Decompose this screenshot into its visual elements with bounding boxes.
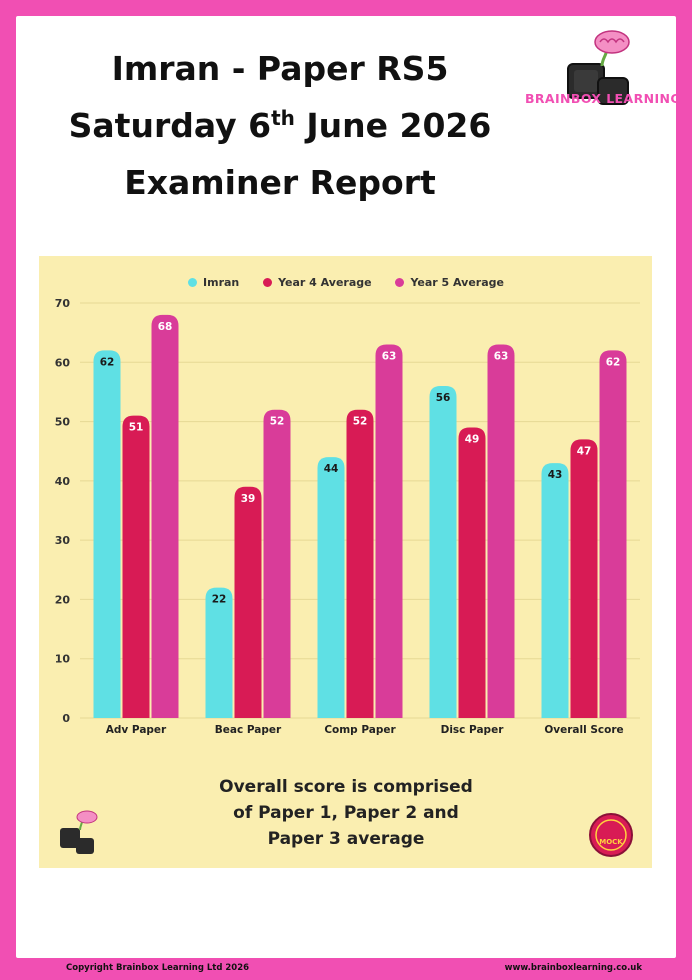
bar [317, 457, 345, 718]
title-date-rest: June 2026 [294, 106, 492, 145]
legend-item-imran: Imran [188, 276, 239, 289]
x-tick-label: Disc Paper [441, 724, 505, 736]
website-link[interactable]: www.brainboxlearning.co.uk [504, 963, 642, 973]
brainbox-logo-text: BRAINBOX LEARNING [524, 91, 682, 106]
title-line-1: Imran - Paper RS5 [111, 49, 449, 88]
bar [234, 486, 262, 718]
bar [205, 587, 233, 718]
bar-value-label: 68 [158, 321, 173, 333]
caption-line-3: Paper 3 average [267, 829, 425, 849]
chart-legend: Imran Year 4 Average Year 5 Average [0, 276, 692, 289]
legend-label-year4: Year 4 Average [278, 276, 372, 289]
brainbox-mini-logo-icon [60, 810, 98, 854]
title-line-2: Saturday 6th June 2026 [30, 97, 530, 154]
y-tick-label: 50 [55, 416, 71, 429]
bar-value-label: 63 [382, 351, 397, 363]
bar [599, 350, 627, 718]
mock-badge-icon: MOCK [589, 813, 633, 857]
caption-line-2: of Paper 1, Paper 2 and [233, 803, 459, 823]
overall-score-caption: Overall score is comprised of Paper 1, P… [0, 774, 692, 852]
bar [346, 409, 374, 718]
title-date-prefix: Saturday 6 [68, 106, 272, 145]
bar [570, 439, 598, 718]
bar [487, 344, 515, 718]
y-tick-label: 60 [55, 356, 71, 369]
bar-value-label: 56 [436, 392, 451, 404]
y-tick-label: 40 [55, 475, 71, 488]
legend-dot-imran [188, 278, 198, 287]
x-tick-label: Comp Paper [324, 724, 396, 736]
legend-dot-year4 [263, 278, 273, 287]
bar-value-label: 43 [548, 469, 563, 481]
bar-value-label: 22 [212, 594, 227, 606]
bar-value-label: 63 [494, 351, 509, 363]
bar-value-label: 44 [324, 463, 339, 475]
bar [151, 314, 179, 718]
bar [429, 386, 457, 718]
y-tick-label: 20 [55, 593, 71, 606]
copyright-text: Copyright Brainbox Learning Ltd 2026 [66, 963, 250, 973]
y-tick-label: 10 [55, 653, 71, 666]
bar-value-label: 52 [270, 416, 285, 428]
brainbox-logo-icon [567, 30, 630, 105]
x-tick-label: Overall Score [544, 724, 623, 736]
legend-item-year5: Year 5 Average [395, 276, 504, 289]
y-tick-label: 0 [62, 712, 70, 725]
bar-value-label: 39 [241, 493, 256, 505]
bar-value-label: 62 [100, 356, 115, 368]
mock-badge-text: MOCK [599, 838, 623, 846]
bar-value-label: 49 [465, 434, 480, 446]
bar-value-label: 62 [606, 356, 621, 368]
report-title: Imran - Paper RS5 Saturday 6th June 2026… [30, 40, 530, 211]
legend-label-year5: Year 5 Average [410, 276, 504, 289]
caption-line-1: Overall score is comprised [219, 777, 473, 797]
y-tick-label: 30 [55, 534, 71, 547]
bar [122, 415, 150, 718]
legend-label-imran: Imran [203, 276, 240, 289]
x-tick-label: Adv Paper [106, 724, 167, 736]
title-line-3: Examiner Report [124, 163, 436, 202]
bar [541, 463, 569, 718]
x-tick-label: Beac Paper [215, 724, 282, 736]
bar [93, 350, 121, 718]
bar-value-label: 51 [129, 422, 144, 434]
bar [263, 409, 291, 718]
bar-value-label: 52 [353, 416, 368, 428]
y-tick-label: 70 [55, 297, 71, 310]
bar-value-label: 47 [577, 445, 592, 457]
legend-dot-year5 [395, 278, 405, 287]
title-date-suffix: th [271, 106, 295, 130]
legend-item-year4: Year 4 Average [263, 276, 372, 289]
bar [375, 344, 403, 718]
bar [458, 427, 486, 718]
